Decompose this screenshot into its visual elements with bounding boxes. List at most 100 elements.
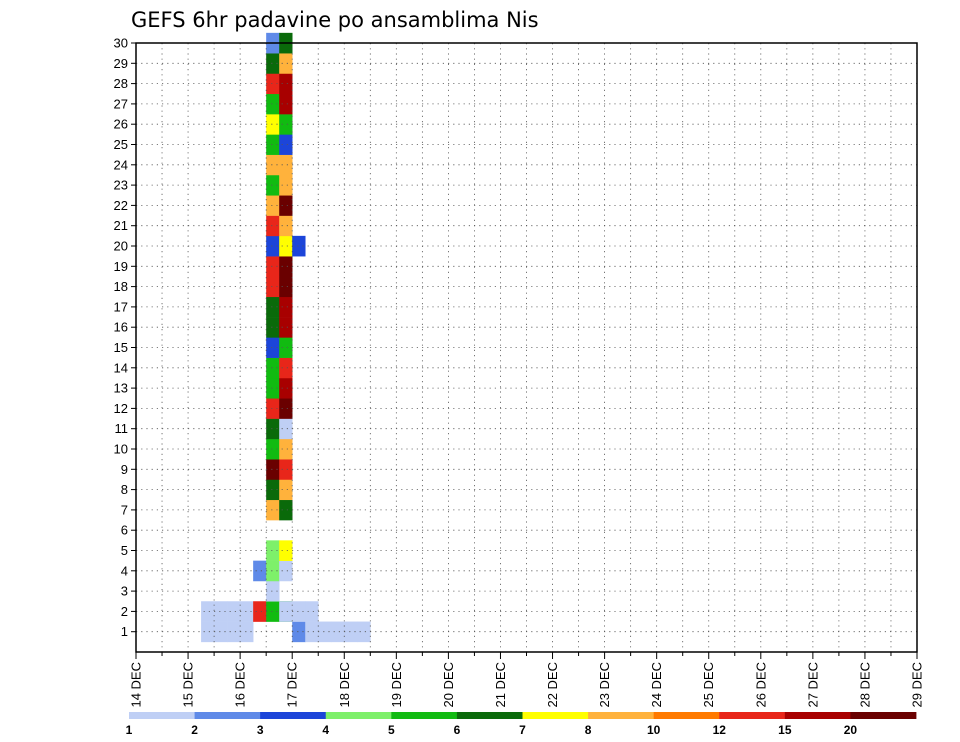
precip-cell xyxy=(266,499,280,521)
x-tick-label: 16 DEC xyxy=(233,662,248,708)
colorbar-label: 3 xyxy=(257,723,264,737)
y-tick-label: 2 xyxy=(121,604,128,619)
precip-cell xyxy=(279,499,293,521)
x-tick-label: 23 DEC xyxy=(597,662,612,708)
grid-lines xyxy=(136,42,917,652)
precip-cell xyxy=(266,73,280,95)
precip-cell xyxy=(266,256,280,277)
precip-cell xyxy=(266,357,280,379)
y-tick-label: 1 xyxy=(121,624,128,639)
y-tick-label: 24 xyxy=(114,157,128,172)
precip-cell xyxy=(227,621,241,643)
x-tick-label: 24 DEC xyxy=(649,662,664,708)
precip-cell xyxy=(279,134,293,155)
y-tick-label: 21 xyxy=(114,218,128,233)
precip-cell xyxy=(279,418,293,440)
precip-cell xyxy=(279,357,293,379)
precip-cell xyxy=(266,580,280,602)
precip-cell xyxy=(201,601,215,622)
y-tick-label: 28 xyxy=(114,76,128,91)
colorbar-label: 20 xyxy=(844,723,858,737)
colorbar-swatch xyxy=(588,712,655,719)
precip-cell xyxy=(279,540,293,561)
colorbar-swatch xyxy=(850,712,917,719)
colorbar-label: 8 xyxy=(585,723,592,737)
precip-cell xyxy=(266,337,280,358)
precip-cell xyxy=(266,479,280,501)
y-tick-label: 5 xyxy=(121,543,128,558)
precip-cell xyxy=(279,215,293,237)
colorbar-swatch xyxy=(325,712,392,719)
x-tick-label: 26 DEC xyxy=(753,662,768,708)
x-tick-label: 21 DEC xyxy=(493,662,508,708)
precip-cell xyxy=(279,174,293,196)
colorbar-swatch xyxy=(260,712,327,719)
precip-cell xyxy=(331,621,345,643)
colorbar-label: 2 xyxy=(191,723,198,737)
x-tick-label: 22 DEC xyxy=(545,662,560,708)
precip-cell xyxy=(201,621,215,643)
precip-cell xyxy=(279,560,293,582)
precip-cell xyxy=(266,317,280,338)
colorbar-swatch xyxy=(653,712,720,719)
precip-cell xyxy=(279,377,293,399)
colorbar-label: 12 xyxy=(713,723,727,737)
precip-cell xyxy=(214,621,228,643)
y-tick-label: 8 xyxy=(121,482,128,497)
precip-cell xyxy=(279,154,293,176)
precip-cell xyxy=(279,438,293,460)
precip-cell xyxy=(279,459,293,480)
precip-cell xyxy=(279,53,293,74)
precip-cell xyxy=(344,621,358,643)
colorbar-label: 15 xyxy=(778,723,792,737)
y-tick-label: 25 xyxy=(114,137,128,152)
y-tick-label: 26 xyxy=(114,117,128,132)
precip-cell xyxy=(266,296,280,318)
precip-cell xyxy=(279,479,293,501)
precip-cell xyxy=(279,337,293,358)
colorbar-label: 6 xyxy=(454,723,461,737)
precip-cell xyxy=(292,235,306,257)
precip-cell xyxy=(266,377,280,399)
precip-cell xyxy=(214,601,228,622)
precip-cell xyxy=(266,114,280,135)
precip-cell xyxy=(305,621,319,643)
precip-cell xyxy=(266,418,280,440)
precip-cell xyxy=(253,560,267,582)
precip-cell xyxy=(279,235,293,257)
precip-cell xyxy=(266,601,280,622)
precip-cell xyxy=(292,601,306,622)
y-tick-label: 4 xyxy=(121,563,128,578)
y-tick-label: 13 xyxy=(114,381,128,396)
colorbar-swatch xyxy=(194,712,261,719)
precip-cell xyxy=(266,93,280,115)
precip-cell xyxy=(292,621,306,643)
precip-cell xyxy=(279,256,293,277)
precip-cell xyxy=(266,215,280,237)
heatmap-cells xyxy=(201,32,371,643)
colorbar-label: 10 xyxy=(647,723,661,737)
y-tick-label: 20 xyxy=(114,239,128,254)
precip-cell xyxy=(318,621,332,643)
precip-cell xyxy=(357,621,371,643)
precip-cell xyxy=(266,560,280,582)
precip-cell xyxy=(279,317,293,338)
precip-cell xyxy=(266,235,280,257)
colorbar-swatch xyxy=(129,712,195,719)
colorbar-swatch xyxy=(719,712,786,719)
x-tick-label: 25 DEC xyxy=(701,662,716,708)
precip-cell xyxy=(266,459,280,480)
y-tick-label: 11 xyxy=(115,421,129,436)
precip-cell xyxy=(279,73,293,95)
x-axis: 14 DEC 15 DEC 16 DEC 17 DEC 18 DEC 19 DEC 20 D… xyxy=(129,652,925,708)
precip-cell xyxy=(279,195,293,216)
precip-cell xyxy=(279,276,293,298)
colorbar-label: 1 xyxy=(126,723,133,737)
colorbar-label: 7 xyxy=(519,723,526,737)
colorbar-swatch xyxy=(456,712,523,719)
precip-cell xyxy=(279,296,293,318)
chart-title: GEFS 6hr padavine po ansamblima Nis xyxy=(131,8,539,32)
y-tick-label: 10 xyxy=(114,442,128,457)
y-tick-label: 16 xyxy=(114,320,128,335)
colorbar-label: 4 xyxy=(322,723,329,737)
